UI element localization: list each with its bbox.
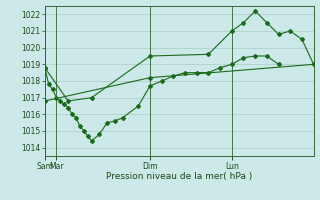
- X-axis label: Pression niveau de la mer( hPa ): Pression niveau de la mer( hPa ): [106, 172, 252, 181]
